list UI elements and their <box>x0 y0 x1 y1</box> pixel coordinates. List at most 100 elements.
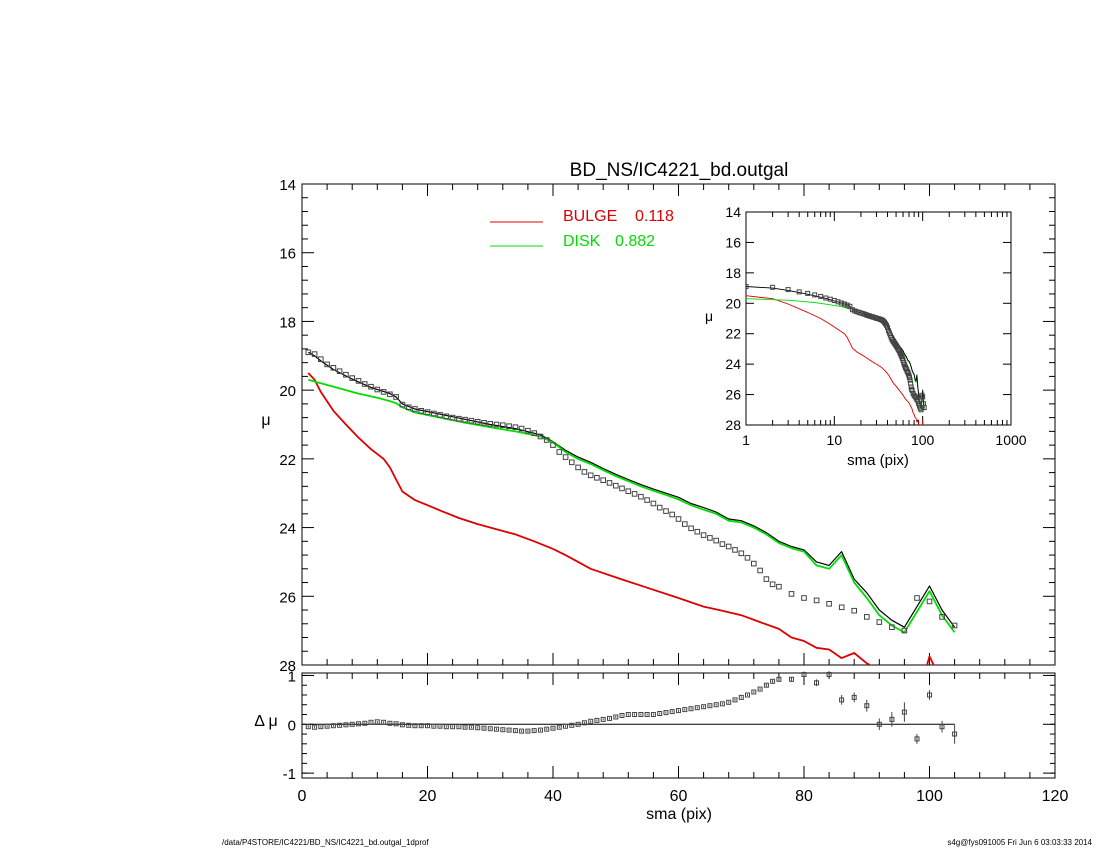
residual-point <box>632 712 638 717</box>
legend-disk-value: 0.882 <box>615 233 655 250</box>
residual-x-tick-label: 80 <box>795 788 813 805</box>
residual-point <box>745 692 750 698</box>
residual-point <box>475 725 481 731</box>
data-point <box>864 614 870 620</box>
inset-data-point <box>841 301 847 307</box>
legend-disk-name: DISK <box>563 233 601 250</box>
residual-point <box>387 720 393 726</box>
data-point <box>493 421 500 428</box>
data-point <box>305 349 312 356</box>
residual-point <box>356 721 361 727</box>
residual-x-tick-label: 120 <box>1042 788 1069 805</box>
residual-point <box>927 692 932 698</box>
data-point <box>763 576 770 582</box>
data-point <box>581 469 588 475</box>
residual-point <box>650 712 656 717</box>
data-point <box>719 541 726 547</box>
residual-point <box>374 719 380 725</box>
residual-point <box>889 716 895 722</box>
main-y-tick-label: 26 <box>279 589 296 606</box>
residual-point <box>431 723 437 729</box>
main-y-axis-label: μ <box>261 412 270 429</box>
data-point <box>500 422 506 428</box>
residual-point <box>694 705 700 711</box>
inset-y-axis-label: μ <box>705 308 713 324</box>
inset-data-point <box>770 284 776 290</box>
data-point <box>393 394 399 400</box>
residual-point <box>826 672 832 677</box>
residual-point <box>443 724 449 730</box>
data-point <box>751 560 757 567</box>
residual-point <box>343 722 349 728</box>
residual-x-tick-label: 20 <box>419 788 437 805</box>
residual-point <box>751 689 757 695</box>
main-y-tick-label: 22 <box>279 452 296 469</box>
data-point <box>926 598 933 605</box>
data-point <box>343 371 349 378</box>
data-point <box>543 437 550 443</box>
residual-y-tick-label: 1 <box>288 668 296 685</box>
data-point <box>694 528 701 535</box>
residual-point <box>600 716 606 722</box>
data-point <box>644 497 650 503</box>
residual-point <box>399 722 405 728</box>
data-point <box>707 535 713 541</box>
residual-y-tick-label: 0 <box>288 717 296 734</box>
data-point <box>876 619 883 625</box>
legend-bulge-value: 0.118 <box>635 208 674 225</box>
residual-point <box>939 724 945 730</box>
residual-data-points <box>305 671 958 744</box>
residual-point <box>726 699 732 705</box>
main-y-tick-label: 16 <box>279 246 296 263</box>
data-point <box>512 424 519 430</box>
residual-point <box>494 726 499 732</box>
data-point <box>619 485 625 492</box>
residual-point <box>437 723 443 729</box>
inset-data-points <box>746 284 927 413</box>
residual-point <box>406 722 412 728</box>
residual-point <box>349 721 355 727</box>
inset-data-point <box>907 375 912 380</box>
residual-point <box>669 709 675 715</box>
data-point <box>487 421 493 427</box>
data-point <box>889 624 895 631</box>
residual-point <box>337 722 343 728</box>
inset-data-point <box>746 284 749 289</box>
data-point <box>669 511 676 518</box>
inset-x-tick-label: 100 <box>911 432 935 448</box>
residual-point <box>713 702 719 708</box>
residual-point <box>763 682 769 688</box>
data-point <box>613 482 619 489</box>
data-point <box>656 504 663 511</box>
residual-point <box>412 723 418 729</box>
residual-point <box>538 727 543 733</box>
data-point <box>537 433 544 440</box>
inset-axes: 14 16 18 20 22 24 26 281 10 100 1000 <box>725 204 1026 448</box>
data-point <box>744 555 751 561</box>
residual-point <box>531 728 537 734</box>
residual-point <box>676 708 681 714</box>
residual-point <box>581 720 587 726</box>
residual-x-tick-label: 100 <box>916 788 943 805</box>
residual-point <box>757 686 763 692</box>
inset-data-point <box>907 377 913 383</box>
residual-point <box>381 719 387 725</box>
legend-bulge-name: BULGE <box>563 208 617 225</box>
residual-point <box>619 713 625 718</box>
inset-data-point <box>885 325 890 331</box>
data-point <box>481 420 487 426</box>
data-point <box>336 368 343 374</box>
residual-y-tick-label: -1 <box>283 766 296 783</box>
residual-x-axis-label: sma (pix) <box>646 806 712 823</box>
data-point <box>738 550 745 557</box>
residual-point <box>707 703 713 709</box>
residual-point <box>663 710 669 716</box>
residual-point <box>657 711 663 716</box>
residual-point <box>814 680 819 686</box>
residual-point <box>876 721 882 727</box>
footer-timestamp: s4g@fys091005 Fri Jun 6 03:03:33 2014 <box>947 838 1092 847</box>
data-point <box>587 472 594 479</box>
residual-point <box>324 723 330 729</box>
data-point <box>732 547 738 553</box>
data-point <box>625 488 632 494</box>
